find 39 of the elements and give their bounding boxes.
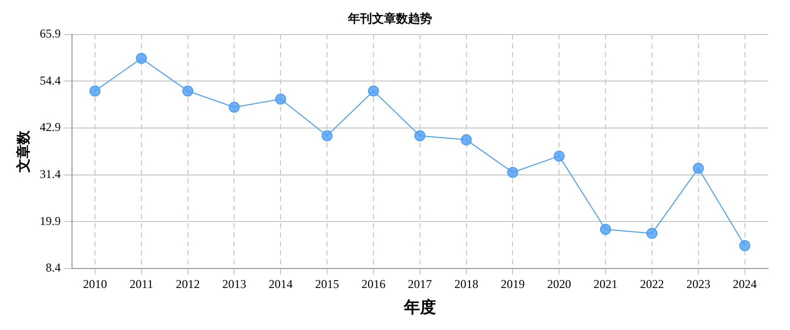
point <box>414 130 426 142</box>
x-tick-label: 2016 <box>361 276 386 291</box>
point <box>739 240 750 252</box>
point <box>275 94 286 105</box>
point <box>136 52 147 64</box>
x-tick-label: 2014 <box>268 276 293 291</box>
y-tick-label: 65.9 <box>40 26 61 41</box>
x-tick-label: 2015 <box>315 276 340 291</box>
x-tick-label: 2019 <box>500 276 525 291</box>
x-tick-label: 2024 <box>732 276 757 291</box>
point <box>600 224 612 235</box>
x-tick-label: 2011 <box>130 276 154 291</box>
chart-title: 年刊文章数趋势 <box>347 11 432 26</box>
point <box>90 85 101 96</box>
y-tick-label: 42.9 <box>40 120 61 134</box>
y-tick-label: 31.4 <box>40 166 61 181</box>
point <box>554 150 565 162</box>
point <box>182 85 194 96</box>
y-tick-label: 54.4 <box>40 73 61 88</box>
point <box>460 134 472 146</box>
y-tick-label: 8.4 <box>46 260 61 275</box>
y-tick-label: 19.9 <box>40 214 61 228</box>
point <box>322 130 333 142</box>
point <box>368 85 379 96</box>
x-tick-label: 2017 <box>408 276 432 291</box>
point <box>228 102 240 113</box>
x-tick-label: 2023 <box>686 276 710 291</box>
point <box>692 162 704 174</box>
x-tick-label: 2013 <box>222 276 246 291</box>
x-axis-title: 年度 <box>402 298 436 317</box>
x-tick-label: 2021 <box>594 276 618 291</box>
y-axis-title: 文章数 <box>15 129 32 174</box>
x-tick-label: 2020 <box>547 276 572 291</box>
x-tick-label: 2010 <box>83 276 108 291</box>
x-tick-label: 2022 <box>640 276 664 291</box>
point <box>507 166 518 178</box>
point <box>646 228 658 239</box>
x-tick-label: 2018 <box>454 276 478 291</box>
x-tick-label: 2012 <box>176 276 200 291</box>
